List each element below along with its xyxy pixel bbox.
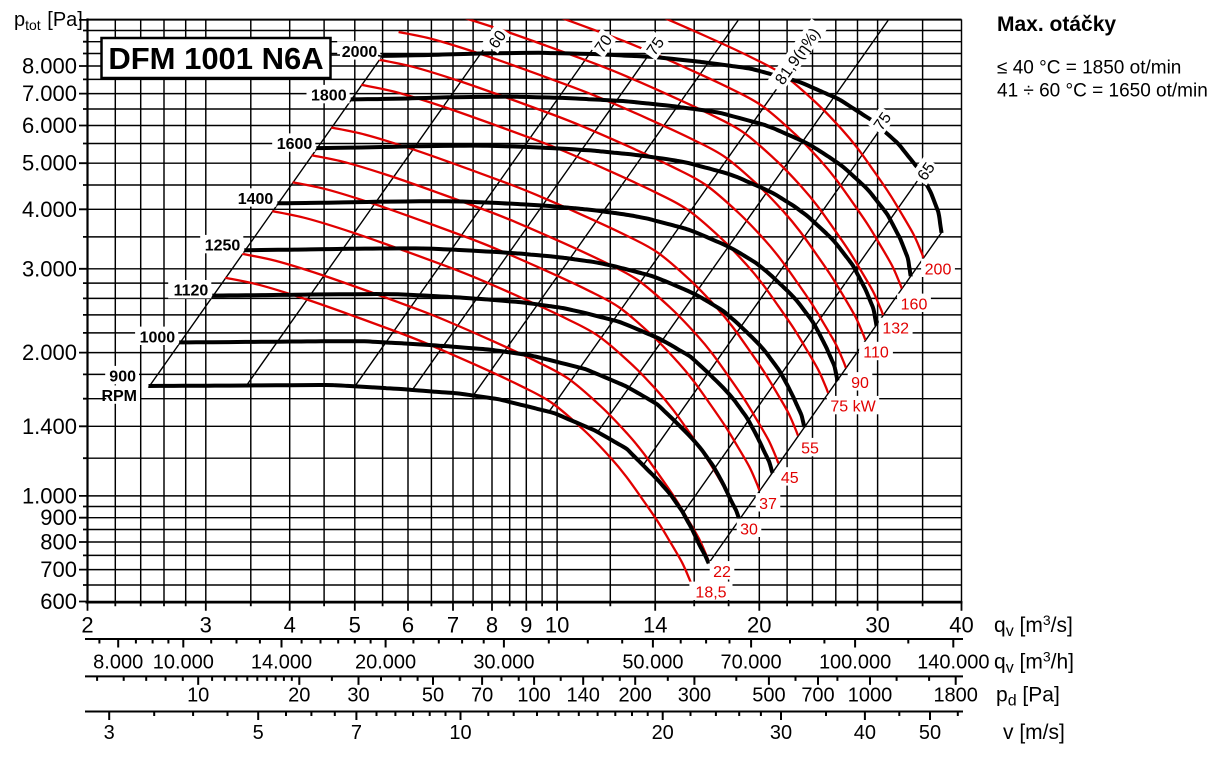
svg-text:300: 300	[678, 685, 711, 707]
svg-text:DFM 1001 N6A: DFM 1001 N6A	[108, 41, 323, 76]
svg-text:≤ 40 °C = 1850 ot/min: ≤ 40 °C = 1850 ot/min	[997, 58, 1181, 79]
svg-text:70.000: 70.000	[721, 652, 782, 674]
svg-text:30.000: 30.000	[473, 652, 534, 674]
svg-text:7.000: 7.000	[22, 81, 77, 106]
svg-text:30: 30	[347, 685, 369, 707]
svg-text:8: 8	[486, 613, 498, 638]
svg-text:200: 200	[619, 685, 652, 707]
svg-text:900: 900	[40, 505, 77, 530]
svg-text:70: 70	[471, 685, 493, 707]
svg-text:75 kW: 75 kW	[830, 399, 876, 416]
svg-text:1000: 1000	[140, 329, 176, 346]
svg-text:5.000: 5.000	[22, 151, 77, 176]
svg-text:10: 10	[187, 685, 209, 707]
svg-text:14: 14	[643, 613, 667, 638]
svg-text:1600: 1600	[277, 136, 313, 153]
svg-text:9: 9	[520, 613, 532, 638]
svg-text:1.000: 1.000	[22, 483, 77, 508]
svg-text:45: 45	[781, 470, 799, 487]
svg-text:40: 40	[854, 722, 876, 744]
svg-text:100: 100	[517, 685, 550, 707]
svg-text:30: 30	[740, 521, 758, 538]
svg-text:RPM: RPM	[101, 388, 137, 405]
svg-text:6.000: 6.000	[22, 113, 77, 138]
svg-text:41 ÷ 60 °C = 1650 ot/min: 41 ÷ 60 °C = 1650 ot/min	[997, 81, 1208, 102]
svg-text:1400: 1400	[238, 191, 274, 208]
svg-text:20.000: 20.000	[355, 652, 416, 674]
svg-text:20: 20	[652, 722, 674, 744]
svg-text:22: 22	[713, 564, 731, 581]
svg-text:8.000: 8.000	[22, 54, 77, 79]
svg-text:40: 40	[949, 613, 973, 638]
svg-text:10: 10	[449, 722, 471, 744]
svg-text:18,5: 18,5	[695, 584, 726, 601]
svg-text:1120: 1120	[174, 283, 209, 300]
svg-text:100.000: 100.000	[819, 652, 891, 674]
svg-text:900: 900	[109, 369, 136, 386]
svg-text:20: 20	[747, 613, 771, 638]
svg-text:5: 5	[349, 613, 361, 638]
svg-text:7: 7	[447, 613, 459, 638]
svg-text:1.400: 1.400	[22, 414, 77, 439]
svg-text:qv [m3/s]: qv [m3/s]	[994, 612, 1073, 640]
svg-text:4.000: 4.000	[22, 197, 77, 222]
svg-text:37: 37	[759, 496, 777, 513]
svg-text:14.000: 14.000	[251, 652, 312, 674]
svg-text:10: 10	[545, 613, 569, 638]
svg-text:600: 600	[40, 589, 77, 614]
svg-text:500: 500	[752, 685, 785, 707]
svg-text:Max. otáčky: Max. otáčky	[997, 13, 1116, 36]
svg-text:800: 800	[40, 530, 77, 555]
svg-text:3: 3	[200, 613, 212, 638]
svg-text:140.000: 140.000	[917, 652, 989, 674]
svg-text:3.000: 3.000	[22, 256, 77, 281]
svg-text:10.000: 10.000	[153, 652, 214, 674]
svg-text:160: 160	[901, 296, 928, 313]
svg-text:55: 55	[801, 441, 819, 458]
svg-text:1250: 1250	[205, 238, 241, 255]
svg-text:3: 3	[104, 722, 115, 744]
svg-text:2000: 2000	[342, 44, 378, 61]
svg-text:4: 4	[284, 613, 296, 638]
svg-text:140: 140	[567, 685, 600, 707]
svg-text:20: 20	[288, 685, 310, 707]
svg-text:8.000: 8.000	[93, 652, 143, 674]
svg-text:30: 30	[770, 722, 792, 744]
svg-text:132: 132	[882, 320, 909, 337]
svg-text:30: 30	[865, 613, 889, 638]
svg-text:50.000: 50.000	[622, 652, 683, 674]
svg-text:v [m/s]: v [m/s]	[1003, 721, 1065, 744]
svg-text:2.000: 2.000	[22, 340, 77, 365]
svg-text:110: 110	[863, 345, 889, 362]
svg-text:50: 50	[919, 722, 941, 744]
svg-text:700: 700	[801, 685, 834, 707]
svg-text:1800: 1800	[311, 88, 347, 105]
svg-text:700: 700	[40, 557, 77, 582]
svg-text:90: 90	[851, 375, 869, 392]
svg-text:2: 2	[81, 613, 93, 638]
svg-text:50: 50	[422, 685, 444, 707]
svg-text:200: 200	[925, 261, 952, 278]
svg-text:1000: 1000	[848, 685, 893, 707]
svg-text:5: 5	[253, 722, 264, 744]
svg-text:pd [Pa]: pd [Pa]	[996, 684, 1060, 710]
svg-text:ptot [Pa]: ptot [Pa]	[14, 9, 83, 33]
svg-text:7: 7	[351, 722, 362, 744]
svg-text:1800: 1800	[933, 685, 978, 707]
svg-text:6: 6	[402, 613, 414, 638]
